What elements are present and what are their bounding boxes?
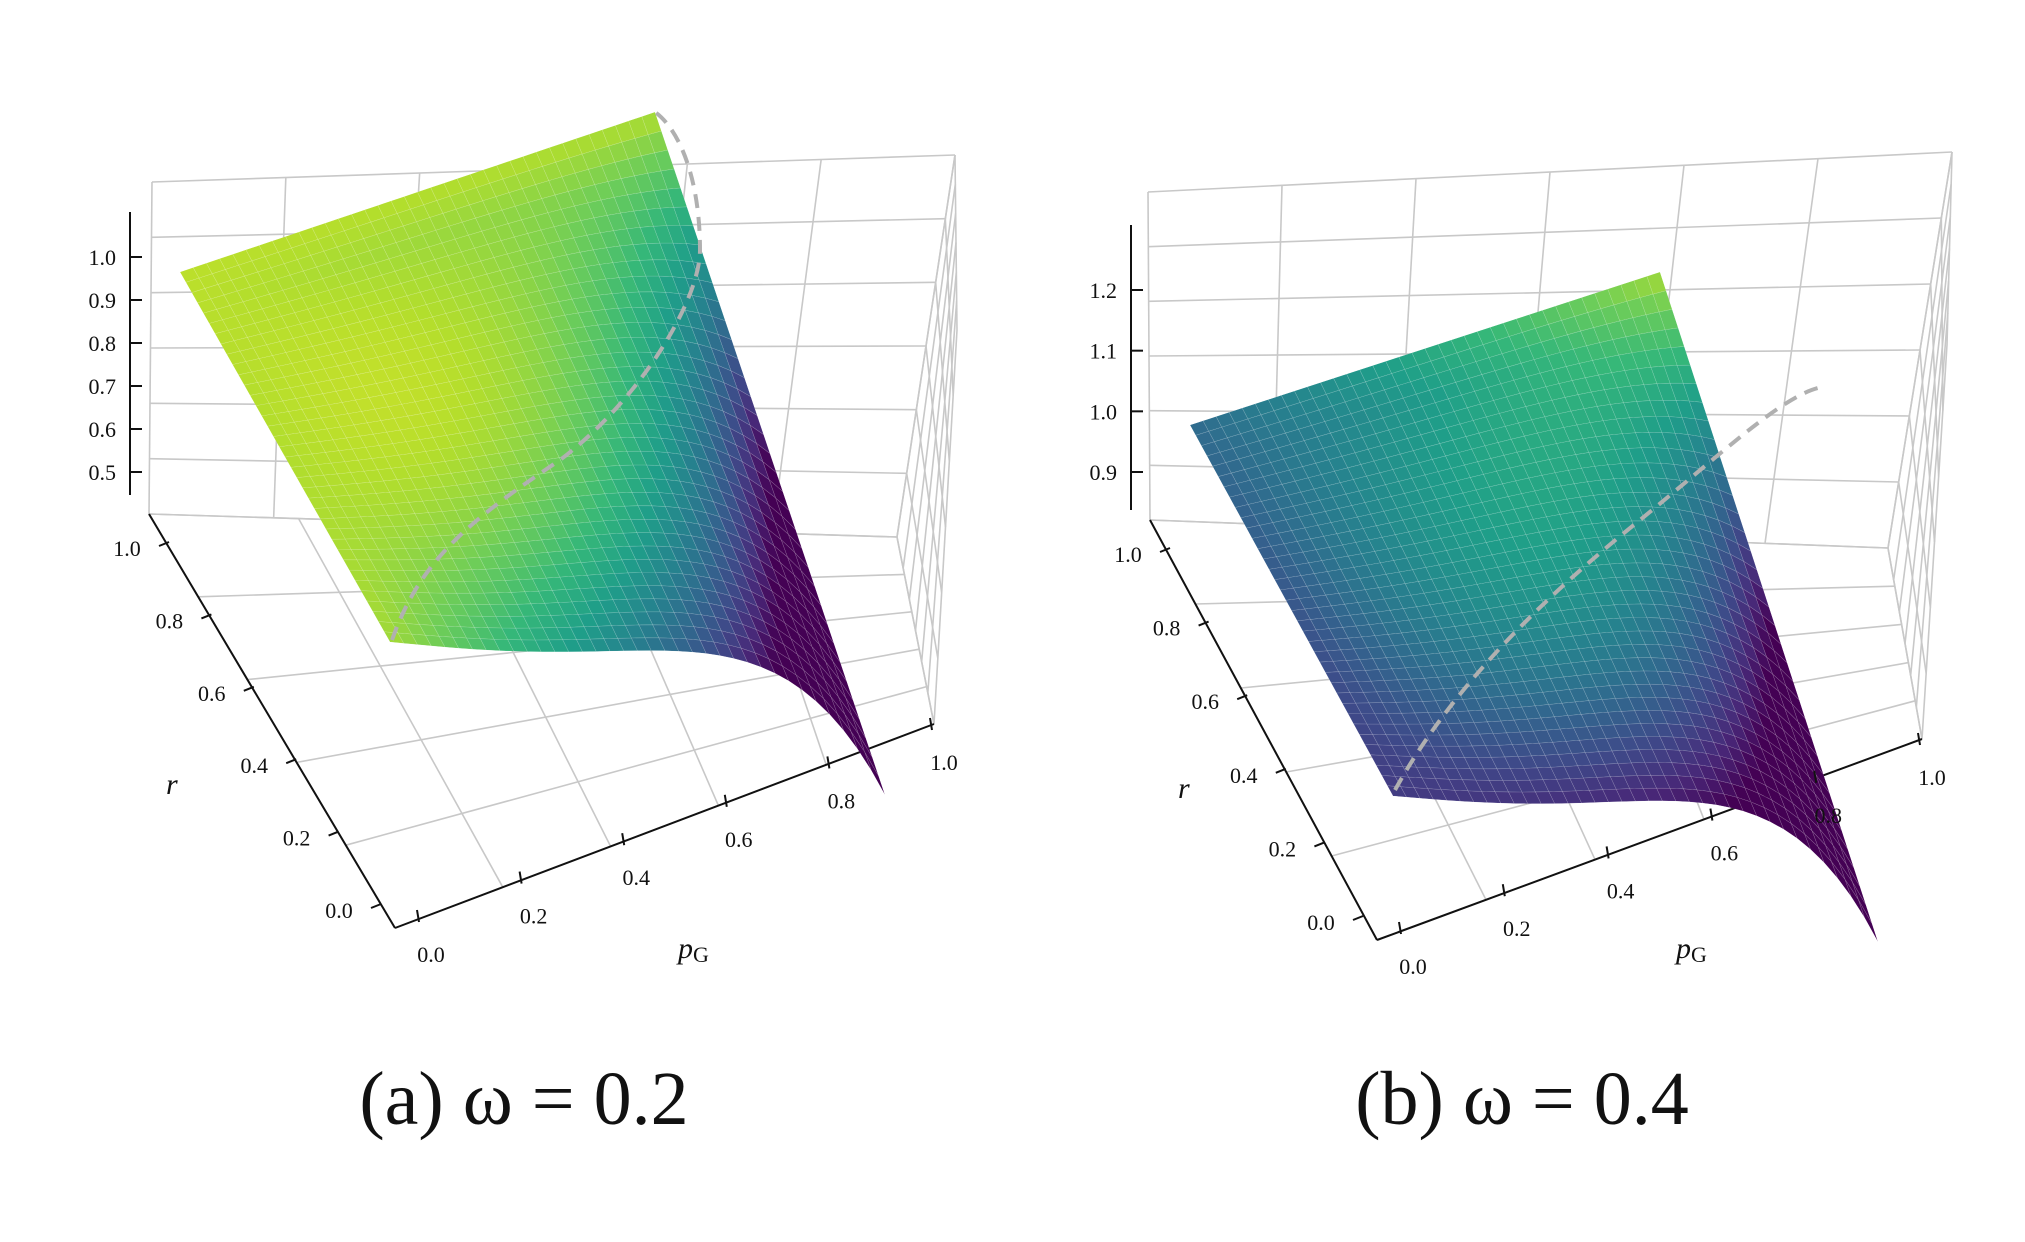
back-wall-hline [1148,217,1942,248]
y-tick-label: 1.0 [1114,542,1142,567]
surface-cell [1858,899,1878,942]
x-tick-mark [621,833,626,846]
panel-a-surface [180,112,885,795]
y-tick-label: 0.2 [1269,836,1297,861]
x-tick-mark [929,717,933,731]
y-tick-label: 0.8 [1153,616,1181,641]
y-tick-mark [1352,915,1364,921]
back-wall-hline [1148,283,1931,303]
x-tick-label: 0.0 [1399,954,1427,979]
side-wall-hline [1940,217,1944,411]
x-tick-label: 0.8 [828,788,856,813]
x-axis-line [1376,738,1923,941]
y-axis-line [148,513,396,929]
panel-a-axes [129,212,935,929]
surface-cell [864,752,885,795]
x-tick-label: 0.8 [1814,803,1842,828]
z-tick-label: 1.0 [1090,399,1118,424]
z-tick-label: 1.0 [89,245,117,270]
y-tick-label: 0.6 [1191,689,1219,714]
surface-cell [641,112,662,135]
x-tick-mark [826,756,831,769]
y-tick-label: 0.0 [1307,910,1335,935]
z-tick-label: 0.9 [1090,460,1118,485]
panel-b-chart: 0.0 0.2 0.4 0.6 0.8 1.0 0.0 0.2 0.4 0.6 0.8 1.0 0.… [1090,151,1953,1141]
panel-a-y-ticks: 0.0 0.2 0.4 0.6 0.8 1.0 [113,536,382,923]
panel-a-x-ticks: 0.0 0.2 0.4 0.6 0.8 1.0 [416,717,958,967]
z-tick-label: 0.7 [89,374,117,399]
y-tick-mark [201,613,212,620]
x-tick-mark [1917,732,1921,746]
x-tick-mark [1605,846,1610,859]
y-tick-mark [1275,767,1287,774]
side-wall-hline [1919,349,1936,543]
panel-b-axes [1130,225,1923,941]
y-tick-mark [328,830,339,837]
x-tick-mark [416,909,420,923]
x-tick-label: 1.0 [1918,765,1946,790]
panel-a-chart: 0.0 0.2 0.4 0.6 0.8 1.0 0.0 0.2 0.4 0.6 0.8 1.0 0.… [89,110,958,1141]
back-wall-hline [1147,151,1953,193]
x-tick-label: 0.2 [520,904,548,929]
side-wall-hline [1929,283,1940,477]
x-axis-line [394,723,935,929]
panel-b-x-label: pG [1674,932,1707,967]
side-wall-hline [944,218,954,396]
x-tick-label: 0.4 [1607,878,1635,903]
floor-gridline-x [1887,547,1923,740]
side-wall-hline [954,154,958,331]
panel-b-z-ticks: 0.9 1.0 1.1 1.2 [1090,278,1143,485]
y-tick-label: 0.2 [283,826,311,851]
side-wall-hline [915,409,943,593]
x-tick-label: 0.4 [622,865,650,890]
y-tick-mark [1314,841,1325,848]
x-tick-label: 0.6 [1711,841,1739,866]
y-tick-label: 0.4 [240,753,268,778]
y-tick-label: 0.4 [1230,763,1258,788]
x-tick-mark [1709,808,1714,821]
y-tick-mark [370,903,382,909]
side-wall-hline [1897,481,1927,674]
y-tick-label: 0.8 [156,608,184,633]
y-tick-label: 0.6 [198,681,226,706]
x-tick-label: 0.2 [1503,916,1531,941]
z-tick-label: 0.6 [89,417,117,442]
y-tick-label: 0.0 [325,898,353,923]
x-tick-label: 0.0 [417,942,445,967]
y-tick-mark [243,685,255,692]
x-tick-label: 1.0 [930,750,958,775]
side-wall-hline [1946,151,1953,346]
panel-b-y-label: r [1178,772,1190,805]
z-tick-label: 0.9 [89,288,117,313]
y-tick-label: 1.0 [113,536,141,561]
floor-gridline-x [297,518,504,888]
floor-gridline-x [896,536,935,725]
z-tick-label: 1.1 [1090,339,1118,364]
x-tick-label: 0.6 [725,827,753,852]
side-wall-hline [905,473,939,659]
side-wall-hline [1908,415,1932,608]
side-wall-hline [925,345,947,528]
y-axis-line [1149,519,1378,941]
panel-a-y-label: r [166,768,178,801]
panel-a-ridge-line [390,110,703,641]
y-tick-mark [285,758,297,765]
panel-a-x-label: pG [676,932,709,967]
panel-b-caption: (b) ω = 0.4 [1355,1057,1689,1141]
x-tick-mark [518,871,523,884]
side-wall-hline [934,282,951,462]
z-tick-label: 1.2 [1090,278,1118,303]
z-tick-label: 0.5 [89,460,117,485]
y-tick-mark [158,541,170,547]
x-tick-mark [723,794,728,807]
z-tick-label: 0.8 [89,331,117,356]
panel-b-surface [1190,272,1878,942]
panel-a-caption: (a) ω = 0.2 [359,1057,688,1141]
panel-a-z-ticks: 0.5 0.6 0.7 0.8 0.9 1.0 [89,245,142,485]
